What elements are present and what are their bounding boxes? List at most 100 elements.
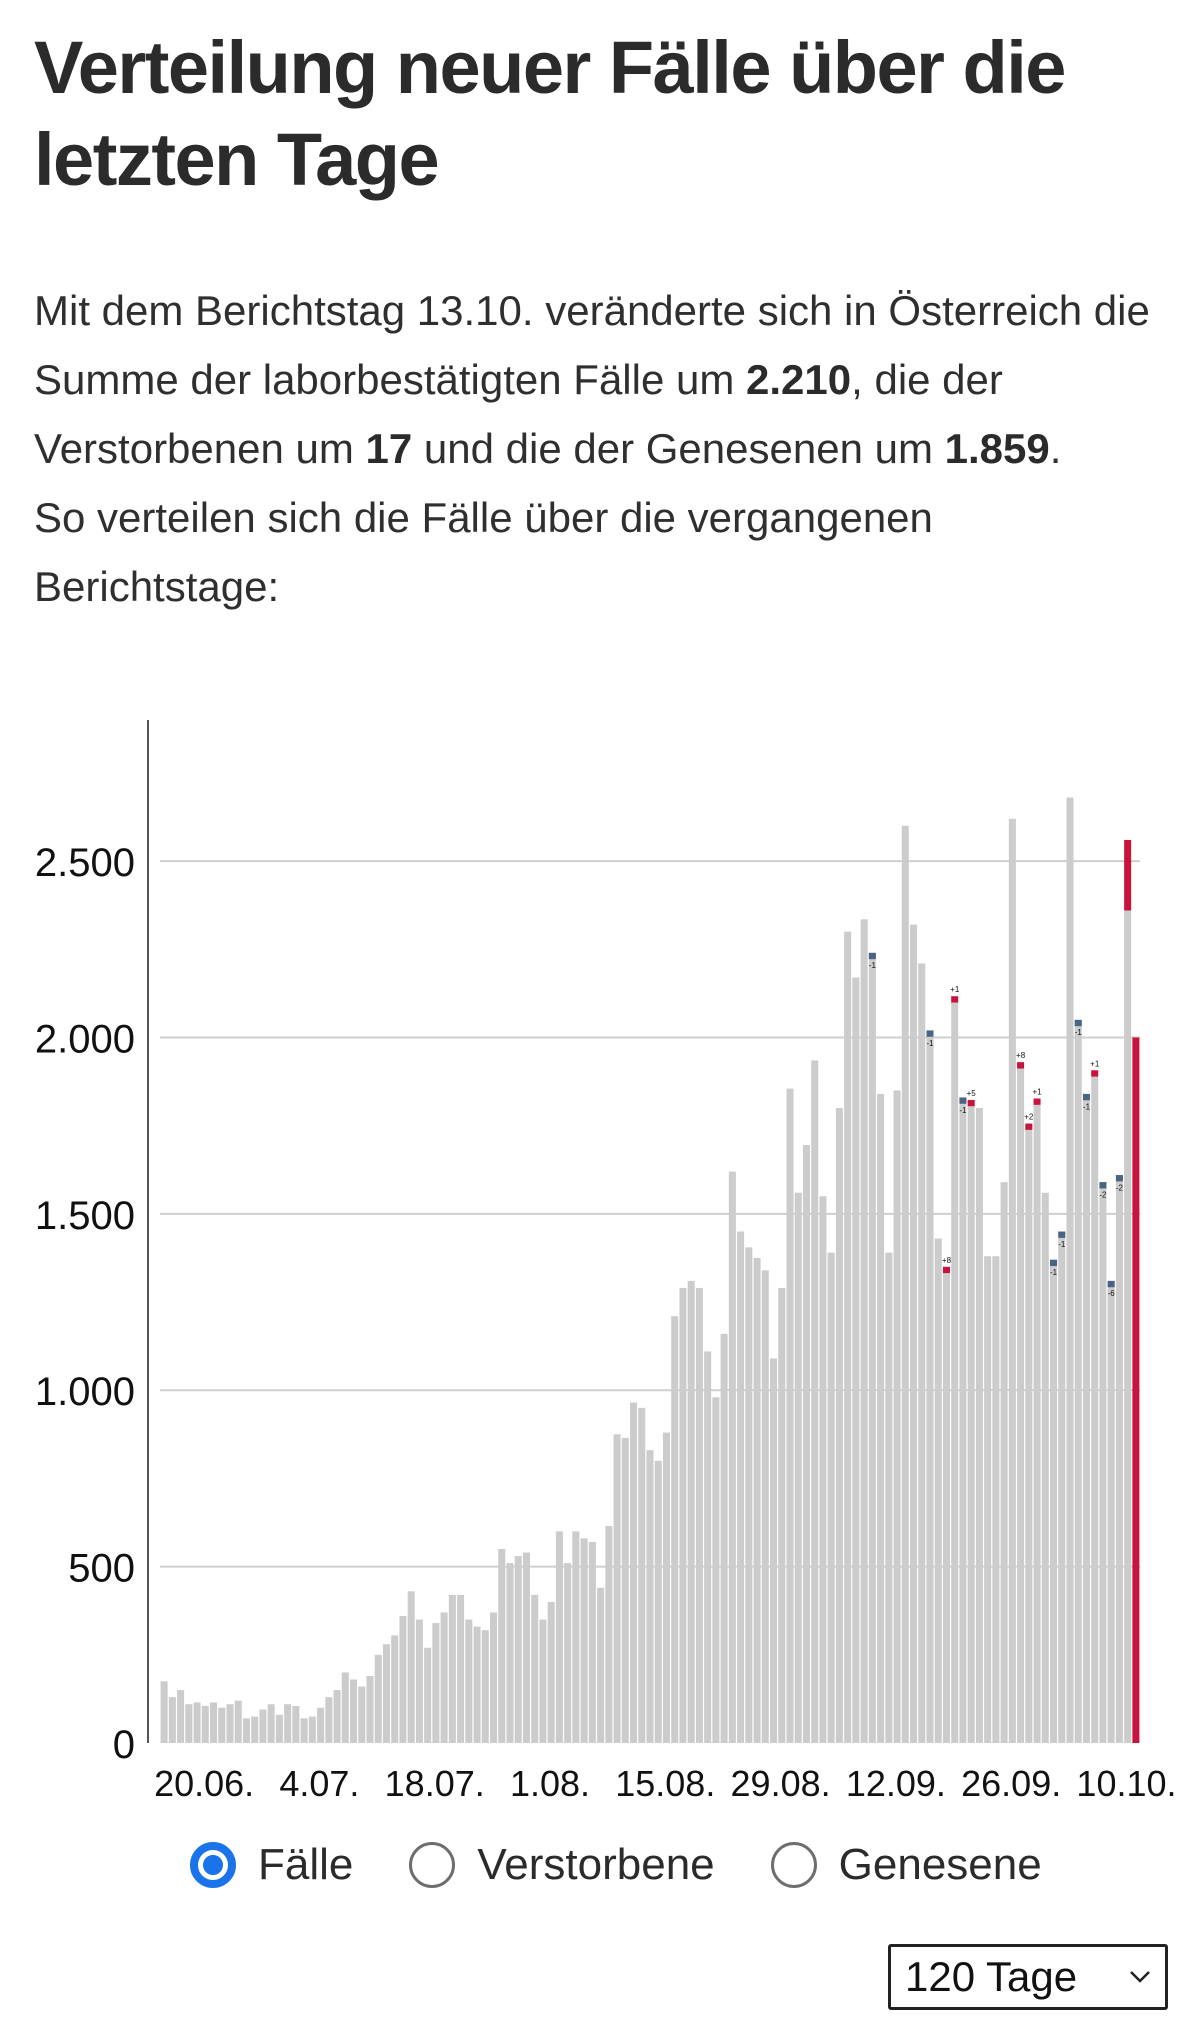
x-tick-label: 15.08. [615, 1763, 715, 1804]
bar [720, 1333, 728, 1743]
x-tick-label: 1.08. [510, 1763, 590, 1804]
bar [844, 931, 852, 1743]
bar [218, 1707, 226, 1743]
range-select[interactable]: 120 Tage [888, 1944, 1168, 2010]
bar [794, 1192, 802, 1743]
bar-change-label: +2 [1024, 1113, 1034, 1122]
bar [1099, 1182, 1107, 1743]
bar [168, 1697, 176, 1743]
bar-change-segment [1115, 1175, 1123, 1182]
bar-change-label: -2 [1116, 1183, 1124, 1192]
bar [588, 1541, 596, 1743]
bar [407, 1591, 415, 1743]
bar [457, 1594, 465, 1743]
bar-change-segment [967, 1099, 975, 1107]
bar [473, 1626, 481, 1743]
x-tick-label: 4.07. [279, 1763, 359, 1804]
x-tick-label: 12.09. [846, 1763, 946, 1804]
radio-genesene[interactable]: Genesene [770, 1840, 1042, 1890]
bar-change-label: -1 [1058, 1240, 1066, 1249]
bar-change-segment [959, 1097, 967, 1104]
bar-change-segment [1017, 1062, 1025, 1069]
chevron-down-icon [1130, 1971, 1150, 1983]
bar-change-segment [1099, 1182, 1107, 1189]
bar [1008, 818, 1016, 1743]
bar [984, 1256, 992, 1743]
bar [242, 1718, 250, 1743]
bar [1074, 1019, 1082, 1743]
bar [835, 1108, 843, 1743]
bar-change-label: -1 [1083, 1102, 1091, 1111]
bar [201, 1705, 209, 1743]
x-tick-label: 10.10. [1076, 1763, 1176, 1804]
bar [1124, 910, 1132, 1743]
radio-button-icon[interactable] [190, 1842, 236, 1888]
deaths-delta: 17 [365, 425, 413, 472]
bar [1050, 1259, 1058, 1743]
bar [539, 1619, 547, 1743]
recovered-delta: 1.859 [944, 425, 1050, 472]
bar [687, 1280, 695, 1743]
bar [819, 1196, 827, 1743]
radio-button-icon[interactable] [409, 1842, 456, 1888]
bar [424, 1647, 432, 1743]
bar [358, 1686, 366, 1743]
bar [234, 1700, 242, 1743]
bar [193, 1702, 201, 1743]
bar [366, 1675, 374, 1743]
bar [868, 952, 876, 1743]
bar [934, 1238, 942, 1743]
bar-change-label: +1 [950, 985, 960, 994]
radio-label: Genesene [838, 1840, 1042, 1889]
y-tick-label: 2.500 [35, 841, 135, 885]
bar-change-segment [868, 952, 876, 960]
bar-change-label: -1 [1075, 1028, 1083, 1037]
bar [695, 1287, 703, 1743]
bar [811, 1060, 819, 1743]
bar [630, 1402, 638, 1743]
bar [465, 1619, 473, 1743]
bar [975, 1108, 983, 1743]
radio-faelle[interactable]: Fälle [190, 1840, 353, 1890]
bar [951, 1002, 959, 1743]
bar-change-segment [1124, 839, 1132, 911]
bar [498, 1548, 506, 1743]
radio-button-icon[interactable] [770, 1842, 817, 1888]
bar-change-label: +5 [967, 1089, 977, 1098]
bar [860, 919, 868, 1743]
y-tick-label: 1.000 [35, 1370, 135, 1414]
bar [251, 1716, 259, 1743]
radio-verstorbene[interactable]: Verstorbene [409, 1840, 715, 1890]
bar-change-label: -6 [1108, 1289, 1116, 1298]
metric-radio-group: Fälle Verstorbene Genesene [190, 1830, 1098, 1900]
bar [185, 1704, 193, 1743]
bar [1017, 1068, 1025, 1743]
bar-change-label: -2 [1099, 1190, 1107, 1199]
bar [440, 1612, 448, 1743]
bar [893, 1090, 901, 1743]
intro-part-2: , die der Verstorbenen um [34, 356, 1003, 472]
bar-change-segment [1107, 1280, 1115, 1288]
bar [506, 1563, 514, 1743]
bar [877, 1093, 885, 1743]
bar [753, 1257, 761, 1743]
bar [226, 1704, 234, 1743]
bar [621, 1437, 629, 1743]
bar [572, 1531, 580, 1743]
bar-change-segment [942, 1266, 950, 1274]
bar [597, 1587, 605, 1743]
bar [580, 1538, 588, 1743]
intro-part-1: Mit dem Berichtstag 13.10. veränderte si… [34, 287, 1150, 403]
chart-title: Verteilung neuer Fälle über die letzten … [34, 26, 1066, 201]
bar [992, 1256, 1000, 1743]
bar-change-segment [951, 996, 959, 1003]
bar-chart: 05001.0001.5002.0002.500-1-1+8+1-1+5+8+2… [35, 720, 1177, 1804]
bar [308, 1716, 316, 1743]
bar [382, 1644, 390, 1743]
bar-change-label: -1 [959, 1106, 967, 1115]
bar-change-segment [926, 1030, 934, 1037]
bar [259, 1709, 267, 1743]
bar [1000, 1182, 1008, 1743]
bar [333, 1690, 341, 1743]
bar [605, 1526, 613, 1743]
